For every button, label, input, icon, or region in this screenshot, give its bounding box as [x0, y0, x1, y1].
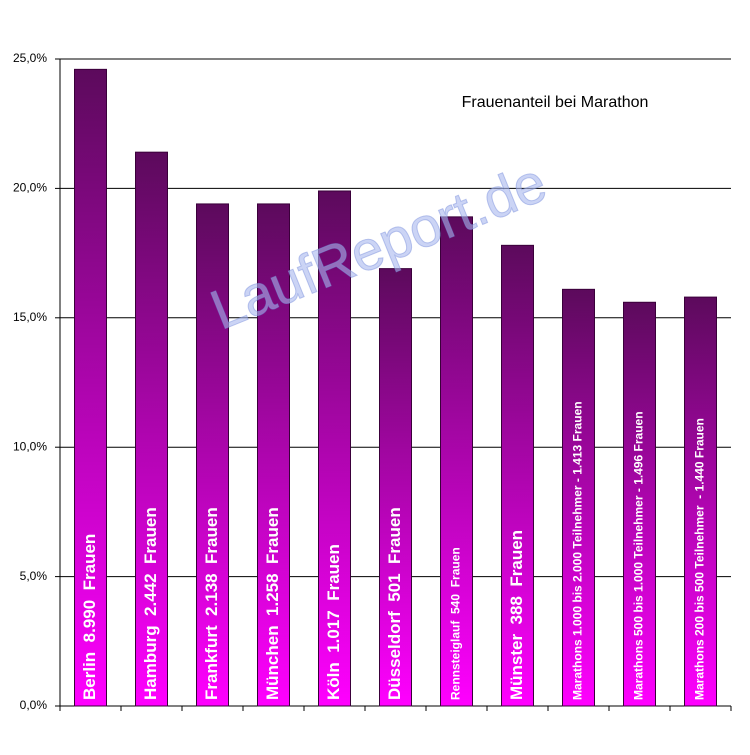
bar: [257, 203, 290, 707]
y-tick-label: 5,0%: [20, 569, 48, 583]
y-tick-label: 0,0%: [20, 698, 48, 712]
bar: [135, 151, 168, 707]
bar: [440, 216, 473, 707]
category-label: Rennsteiglauf 540 Frauen: [449, 547, 463, 700]
bar: [684, 296, 717, 707]
category-label: Marathons 200 bis 500 Teilnehmer - 1.440…: [693, 418, 707, 700]
bar: [318, 190, 351, 707]
category-label: Köln 1.017 Frauen: [324, 544, 343, 700]
category-label: Berlin 8.990 Frauen: [80, 534, 99, 700]
bar: [196, 203, 229, 707]
category-label: Düsseldorf 501 Frauen: [385, 507, 404, 700]
bar: [501, 244, 534, 707]
category-label: Marathons 500 bis 1.000 Teilnehmer - 1.4…: [632, 411, 646, 700]
bar: [379, 268, 412, 707]
category-label: Münster 388 Frauen: [507, 530, 526, 700]
category-label: Hamburg 2.442 Frauen: [141, 507, 160, 700]
y-tick-label: 20,0%: [13, 181, 47, 195]
y-tick-label: 15,0%: [13, 310, 47, 324]
y-tick-label: 25,0%: [13, 51, 47, 65]
category-label: Marathons 1.000 bis 2.000 Teilnehmer - 1…: [571, 401, 585, 700]
y-tick-label: 10,0%: [13, 439, 47, 453]
bar: [74, 68, 107, 707]
category-label: München 1.258 Frauen: [263, 507, 282, 700]
bar: [562, 288, 595, 707]
category-label: Frankfurt 2.138 Frauen: [202, 507, 221, 700]
bar: [623, 301, 656, 707]
chart-title: Frauenanteil bei Marathon: [462, 94, 649, 111]
